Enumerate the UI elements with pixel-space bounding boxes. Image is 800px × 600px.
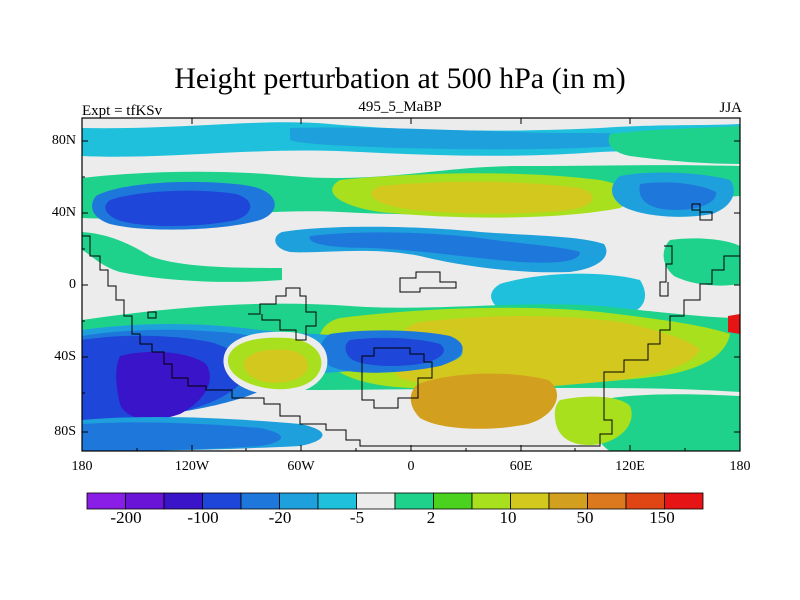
colorbar-label: -5 (349, 508, 365, 527)
y-tick-marks (82, 140, 740, 433)
contour-sh-high-inner (243, 349, 308, 383)
y-tick-40s: 40S (54, 349, 76, 364)
contour-trop-east-green (663, 238, 740, 286)
contour-sh-pacific-deep (116, 351, 210, 420)
colorbar-label: 2 (426, 508, 436, 527)
colorbar-box (163, 492, 203, 510)
colorbar-box (625, 492, 665, 510)
plot-title: Height perturbation at 500 hPa (in m) (174, 62, 626, 95)
contour-pacific-low-inner (105, 190, 251, 226)
contour-polar-south-inner (82, 422, 282, 451)
colorbar (86, 492, 704, 510)
contour-asia-low-inner (639, 182, 717, 210)
experiment-label: Expt = tfKSv (82, 103, 163, 119)
subtitle-label: 495_5_MaBP (358, 99, 442, 115)
coastlines (82, 203, 740, 447)
x-tick-180w: 180 (71, 459, 93, 474)
contour-trop-band-inner (309, 232, 580, 263)
contour-field (82, 118, 740, 451)
contour-sh-gold-core (410, 373, 558, 429)
colorbar-box (202, 492, 242, 510)
colorbar-label: 150 (649, 508, 675, 527)
contour-red-edge (728, 314, 740, 334)
colorbar-box (548, 492, 588, 510)
y-tick-80s: 80S (54, 424, 76, 439)
y-tick-0: 0 (69, 277, 76, 292)
x-tick-60e: 60E (509, 459, 533, 474)
colorbar-box (279, 492, 319, 510)
colorbar-box (356, 492, 396, 510)
colorbar-label: 10 (499, 508, 517, 527)
x-tick-120w: 120W (174, 459, 210, 474)
contour-trop-green (82, 232, 282, 282)
contour-sh-atlantic-inner (345, 337, 444, 366)
colorbar-label: -200 (110, 508, 142, 527)
colorbar-box (317, 492, 357, 510)
x-tick-0: 0 (407, 459, 415, 474)
colorbar-label: -100 (187, 508, 219, 527)
colorbar-box (240, 492, 280, 510)
y-tick-40n: 40N (51, 205, 76, 220)
y-tick-80n: 80N (51, 133, 76, 148)
contour-north-top-inner (290, 127, 620, 150)
contour-green-ne (608, 126, 740, 164)
colorbar-label: -20 (268, 508, 292, 527)
x-tick-marks (81, 118, 686, 451)
colorbar-label: 50 (576, 508, 594, 527)
colorbar-box (664, 492, 704, 510)
colorbar-box (433, 492, 473, 510)
colorbar-box (471, 492, 511, 510)
season-label: JJA (719, 100, 742, 116)
contour-southern-gold (390, 316, 700, 389)
colorbar-box (125, 492, 165, 510)
colorbar-box (86, 492, 126, 510)
x-tick-60w: 60W (287, 459, 315, 474)
colorbar-box (587, 492, 627, 510)
x-tick-180e: 180 (729, 459, 751, 474)
colorbar-box (510, 492, 550, 510)
colorbar-box (394, 492, 434, 510)
x-tick-120e: 120E (615, 459, 645, 474)
contour-atlantic-gold (371, 181, 593, 214)
